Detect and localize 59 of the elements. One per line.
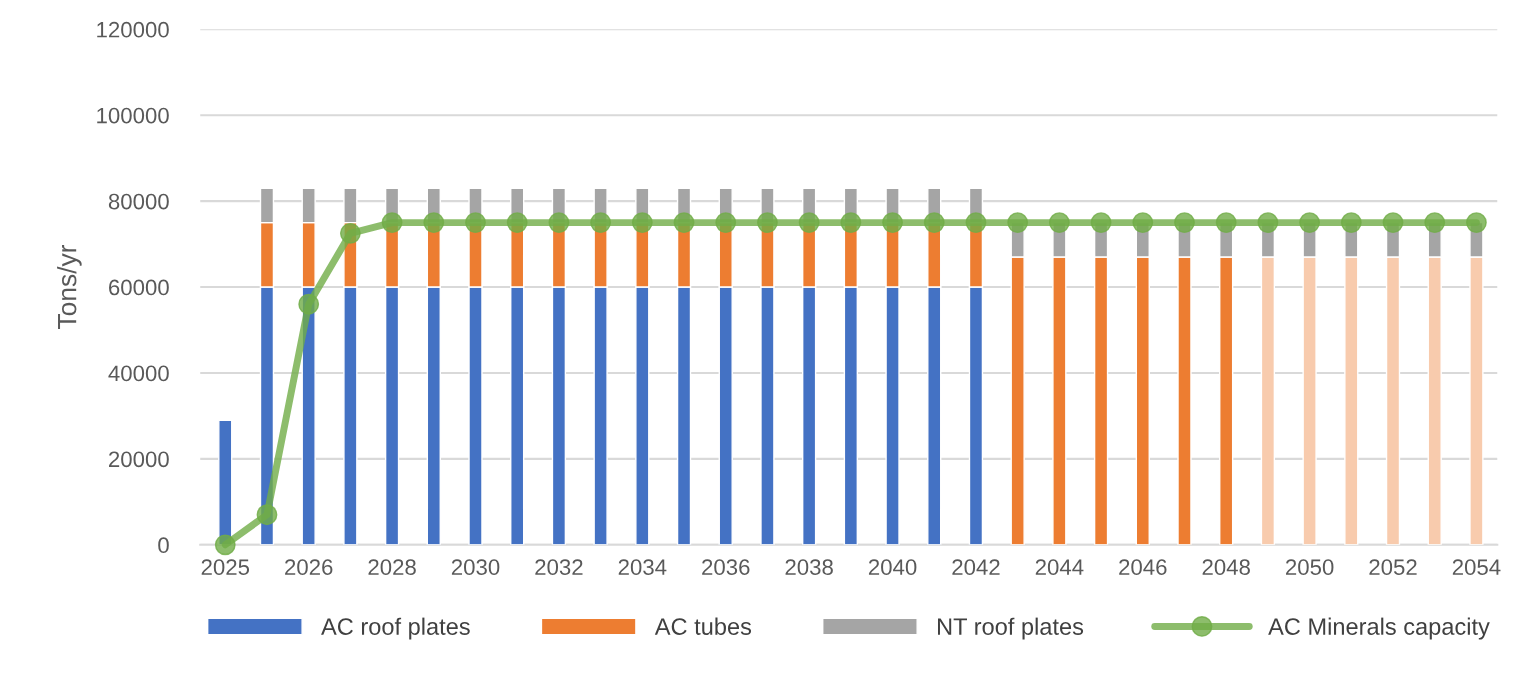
x-tick-label: 2030	[451, 559, 500, 576]
x-tick-label: 2048	[1202, 559, 1250, 576]
x-tick-label: 2052	[1369, 559, 1417, 576]
x-tick-label: 2040	[868, 559, 917, 576]
x-tick-label: 2036	[702, 559, 750, 576]
point	[1215, 212, 1237, 234]
y-tick-label: 0	[158, 537, 169, 554]
point	[1299, 212, 1321, 234]
x-tick-label: 2032	[535, 559, 583, 576]
point	[214, 534, 236, 556]
point	[339, 222, 361, 244]
point	[715, 212, 737, 234]
point	[757, 212, 778, 234]
x-tick-label: 2026	[285, 559, 333, 576]
point	[1382, 212, 1404, 234]
x-tick-label: 2050	[1286, 559, 1334, 576]
point	[1466, 212, 1487, 234]
point	[1090, 212, 1112, 234]
point	[548, 212, 570, 234]
point	[631, 212, 653, 234]
point	[506, 212, 528, 234]
point	[1340, 212, 1362, 234]
y-axis-title: Tons/yr	[57, 244, 82, 329]
point	[1048, 212, 1070, 234]
point	[923, 212, 945, 234]
point	[1132, 212, 1154, 234]
x-tick-label: 2046	[1119, 559, 1167, 576]
y-tick-label: 120000	[97, 21, 169, 38]
x-tick-label: 2028	[368, 559, 416, 576]
point	[840, 212, 862, 234]
x-tick-label: 2042	[952, 559, 1000, 576]
x-tick-label: 2044	[1035, 559, 1084, 576]
point	[465, 212, 486, 234]
point	[882, 212, 903, 234]
y-tick-label: 100000	[97, 107, 169, 124]
point	[1007, 212, 1029, 234]
legend-label: AC tubes	[654, 617, 752, 635]
legend-label: AC Minerals capacity	[1268, 617, 1490, 640]
point	[423, 212, 445, 234]
x-tick-label: 2025	[201, 559, 250, 576]
y-tick-label: 40000	[108, 365, 169, 382]
legend-label: AC roof plates	[321, 617, 470, 640]
point	[381, 212, 403, 234]
y-tick-label: 60000	[109, 279, 169, 296]
point	[298, 293, 320, 315]
point	[798, 212, 820, 234]
x-tick-label: 2054	[1452, 559, 1501, 576]
point	[1257, 212, 1279, 234]
point	[256, 504, 278, 526]
legend-label: NT roof plates	[938, 617, 1084, 640]
point	[673, 212, 695, 234]
point	[1424, 212, 1446, 234]
point	[590, 212, 612, 234]
x-tick-label: 2034	[618, 559, 667, 576]
y-tick-label: 80000	[108, 193, 169, 210]
point	[1174, 212, 1195, 234]
point	[965, 212, 987, 234]
x-tick-label: 2038	[785, 559, 833, 576]
y-tick-label: 20000	[109, 451, 169, 468]
